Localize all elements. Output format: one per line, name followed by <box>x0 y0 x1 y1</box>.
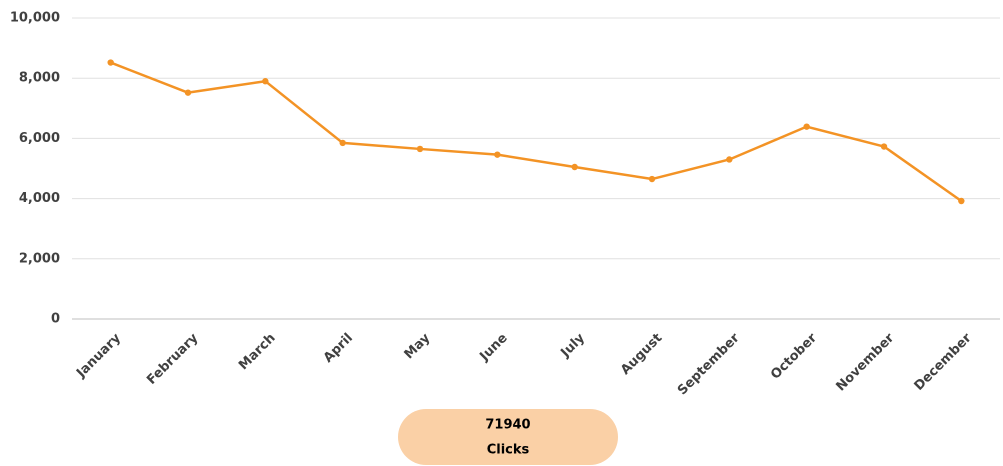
total-badge <box>398 409 618 465</box>
point <box>958 197 965 205</box>
y-tick-label: 8,000 <box>19 71 60 86</box>
y-tick-label: 0 <box>51 312 60 327</box>
point <box>107 59 114 66</box>
y-tick-label: 6,000 <box>19 131 60 146</box>
point <box>648 175 656 183</box>
y-tick-label: 2,000 <box>19 251 60 266</box>
x-tick-label: August <box>618 331 665 378</box>
total-label: Clicks <box>487 443 530 458</box>
x-tick-label: May <box>402 330 434 362</box>
point <box>726 156 733 163</box>
point <box>494 151 501 158</box>
point <box>184 89 192 96</box>
y-tick-label: 4,000 <box>19 191 60 206</box>
x-tick-label: March <box>236 331 278 373</box>
x-tick-label: September <box>675 330 743 398</box>
y-tick-label: 10,000 <box>10 11 60 26</box>
x-tick-label: January <box>73 330 124 381</box>
x-tick-label: October <box>768 330 820 382</box>
point <box>416 145 424 153</box>
x-tick-label: February <box>144 330 202 388</box>
point <box>880 143 888 150</box>
x-tick-label: April <box>321 331 356 366</box>
point <box>571 163 578 171</box>
x-tick-label: November <box>834 330 898 394</box>
x-tick-label: June <box>477 331 511 365</box>
point <box>803 123 810 130</box>
total-value: 71940 <box>485 418 530 433</box>
point <box>339 139 346 147</box>
point <box>262 78 269 85</box>
series-line <box>110 61 963 203</box>
x-tick-label: December <box>912 330 975 393</box>
x-tick-label: July <box>558 330 589 361</box>
